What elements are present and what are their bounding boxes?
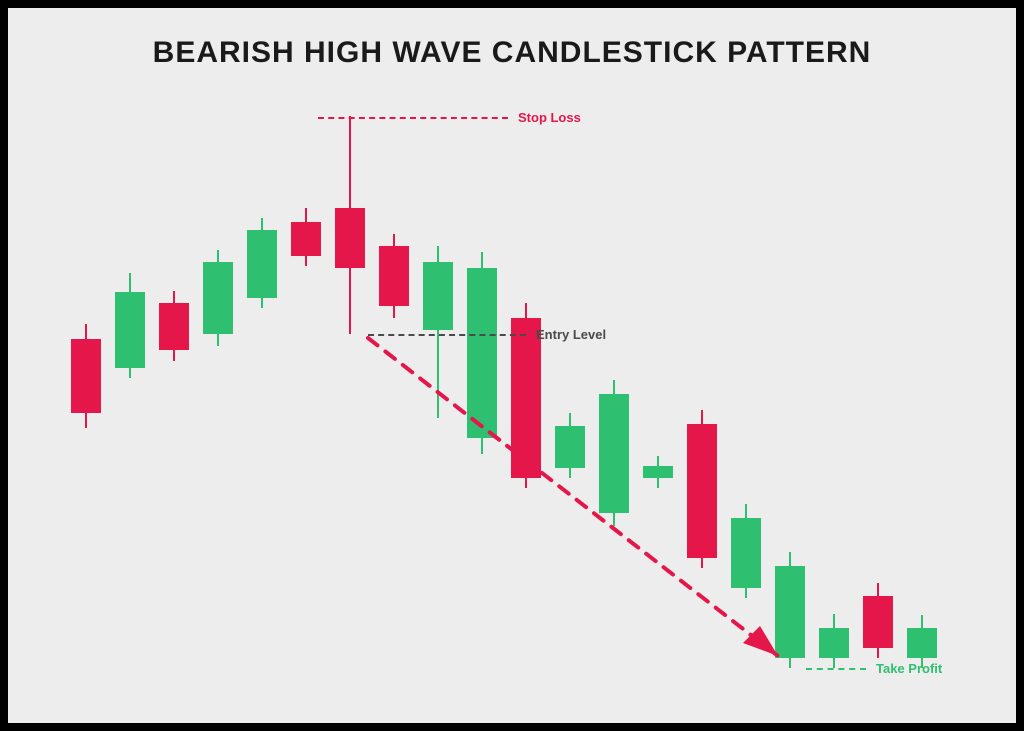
chart-frame: BEARISH HIGH WAVE CANDLESTICK PATTERN St… <box>0 0 1024 731</box>
candle-19 <box>907 8 937 723</box>
candle-0 <box>71 8 101 723</box>
candle-4 <box>247 8 277 723</box>
candle-17 <box>819 8 849 723</box>
candle-15 <box>731 8 761 723</box>
candle-body <box>335 208 365 268</box>
candle-3 <box>203 8 233 723</box>
candle-body <box>71 339 101 413</box>
candle-body <box>291 222 321 256</box>
candle-body <box>863 596 893 648</box>
take-profit-label: Take Profit <box>876 661 942 676</box>
candle-body <box>687 424 717 558</box>
candle-13 <box>643 8 673 723</box>
candle-7 <box>379 8 409 723</box>
candle-body <box>379 246 409 306</box>
entry-level-label: Entry Level <box>536 327 606 342</box>
entry-level-dash-line <box>368 334 526 336</box>
candle-2 <box>159 8 189 723</box>
candle-6 <box>335 8 365 723</box>
candle-body <box>159 303 189 350</box>
candle-body <box>555 426 585 468</box>
take-profit-dash-line <box>806 668 866 670</box>
candle-body <box>467 268 497 438</box>
candle-14 <box>687 8 717 723</box>
candle-18 <box>863 8 893 723</box>
candle-body <box>643 466 673 478</box>
candle-body <box>599 394 629 513</box>
candle-body <box>819 628 849 658</box>
candle-12 <box>599 8 629 723</box>
stop-loss-dash-line <box>318 117 508 119</box>
candle-body <box>907 628 937 658</box>
candle-body <box>203 262 233 334</box>
candle-body <box>247 230 277 298</box>
candle-body <box>511 318 541 478</box>
candle-body <box>115 292 145 368</box>
candle-body <box>423 262 453 330</box>
candle-8 <box>423 8 453 723</box>
candle-16 <box>775 8 805 723</box>
stop-loss-label: Stop Loss <box>518 110 581 125</box>
candle-9 <box>467 8 497 723</box>
candle-5 <box>291 8 321 723</box>
candle-body <box>775 566 805 658</box>
candle-body <box>731 518 761 588</box>
candle-1 <box>115 8 145 723</box>
